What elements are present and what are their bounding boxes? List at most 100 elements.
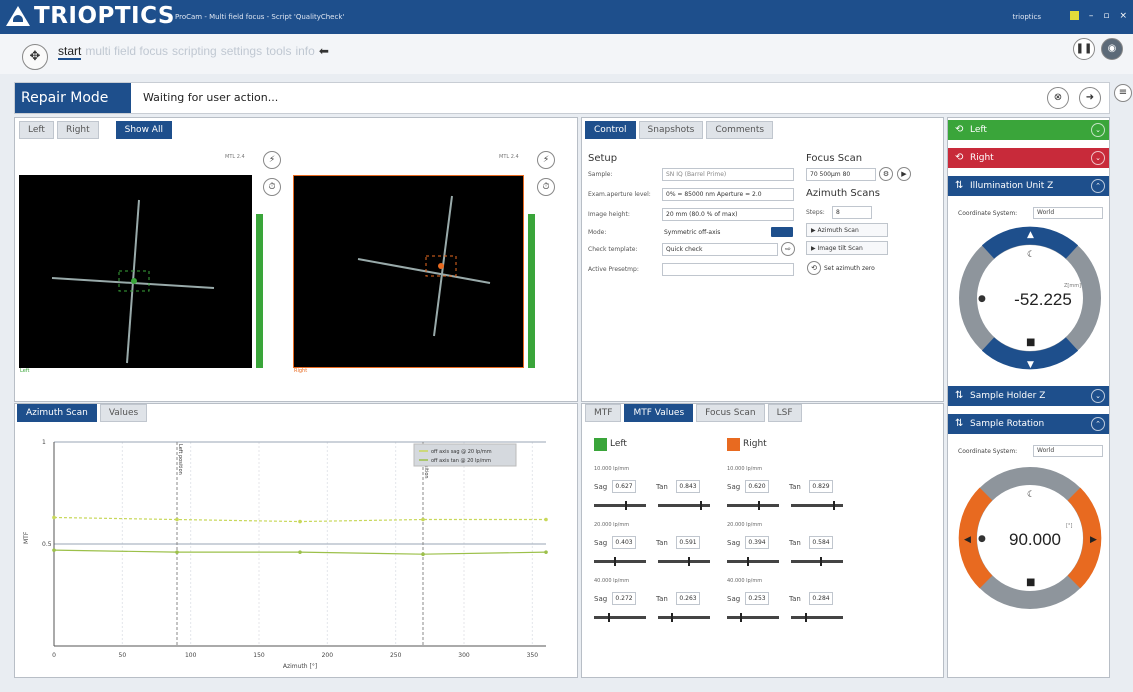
focus-play-icon[interactable]: ▶ bbox=[897, 167, 911, 181]
slider-handle[interactable] bbox=[671, 613, 673, 622]
left-sag-value[interactable]: 0.272 bbox=[612, 592, 636, 605]
set-azimuth-zero-label[interactable]: Set azimuth zero bbox=[824, 265, 875, 272]
slider-handle[interactable] bbox=[747, 557, 749, 566]
left-sag-value[interactable]: 0.403 bbox=[612, 536, 636, 549]
chevron-up-icon[interactable]: ⌃ bbox=[1091, 417, 1105, 431]
left-sag-slider[interactable] bbox=[594, 501, 646, 510]
coordinate-system-select[interactable]: World bbox=[1033, 207, 1103, 219]
template-go-button[interactable]: ⇨ bbox=[781, 242, 795, 256]
back-icon[interactable]: ⬅ bbox=[318, 44, 329, 58]
illumination-unit-header[interactable]: ⇅ Illumination Unit Z ⌃ bbox=[948, 176, 1109, 196]
tab-right[interactable]: Right bbox=[56, 121, 99, 139]
slider-handle[interactable] bbox=[614, 557, 616, 566]
right-sag-value[interactable]: 0.253 bbox=[745, 592, 769, 605]
continue-button[interactable]: ➜ bbox=[1079, 87, 1101, 109]
right-sag-value[interactable]: 0.620 bbox=[745, 480, 769, 493]
slider-handle[interactable] bbox=[625, 501, 627, 510]
image-tilt-scan-button[interactable]: ▶ Image tilt Scan bbox=[806, 241, 888, 255]
tab-snapshots[interactable]: Snapshots bbox=[638, 121, 704, 139]
mode-toggle[interactable] bbox=[771, 227, 793, 237]
camera-button[interactable]: ◉ bbox=[1101, 38, 1123, 60]
chevron-down-icon[interactable]: ⌄ bbox=[1091, 151, 1105, 165]
left-camera-view[interactable] bbox=[19, 175, 252, 368]
tab-azimuth-scan[interactable]: Azimuth Scan bbox=[17, 404, 97, 422]
tab-multi-field-focus[interactable]: multi field focus bbox=[85, 44, 169, 58]
chevron-up-icon[interactable]: ⌃ bbox=[1091, 179, 1105, 193]
active-presetmp-select[interactable] bbox=[662, 263, 794, 276]
tab-show-all[interactable]: Show All bbox=[115, 121, 172, 139]
tab-lsf[interactable]: LSF bbox=[767, 404, 802, 422]
minimize-icon[interactable]: – bbox=[1088, 11, 1094, 21]
left-sag-value[interactable]: 0.627 bbox=[612, 480, 636, 493]
left-sag-slider[interactable] bbox=[594, 613, 646, 622]
left-tan-slider[interactable] bbox=[658, 613, 710, 622]
aperture-select[interactable]: 0% = 85000 nm Aperture = 2.0 bbox=[662, 188, 794, 201]
right-tan-value[interactable]: 0.584 bbox=[809, 536, 833, 549]
right-tan-value[interactable]: 0.284 bbox=[809, 592, 833, 605]
chevron-down-icon[interactable]: ⌄ bbox=[1091, 123, 1105, 137]
right-sag-slider[interactable] bbox=[727, 613, 779, 622]
side-menu-button[interactable]: ≡ bbox=[1114, 84, 1132, 102]
azimuth-scan-button[interactable]: ▶ Azimuth Scan bbox=[806, 223, 888, 237]
tab-focus-scan[interactable]: Focus Scan bbox=[696, 404, 765, 422]
left-tan-value[interactable]: 0.591 bbox=[676, 536, 700, 549]
left-tan-value[interactable]: 0.843 bbox=[676, 480, 700, 493]
cancel-button[interactable]: ⊗ bbox=[1047, 87, 1069, 109]
nav-actions: ❚❚ ◉ bbox=[1073, 38, 1123, 60]
tab-control[interactable]: Control bbox=[585, 121, 636, 139]
left-sag-slider[interactable] bbox=[594, 557, 646, 566]
restore-icon[interactable]: ▫ bbox=[1103, 11, 1110, 21]
tab-mtf-values[interactable]: MTF Values bbox=[624, 404, 694, 422]
close-icon[interactable]: × bbox=[1119, 11, 1127, 21]
left-tan-value[interactable]: 0.263 bbox=[676, 592, 700, 605]
right-tan-slider[interactable] bbox=[791, 557, 843, 566]
left-timer-icon[interactable]: ⏱ bbox=[263, 178, 281, 196]
navigation-menu-button[interactable]: ✥ bbox=[22, 44, 48, 70]
sample-rotation-header[interactable]: ⇅ Sample Rotation ⌃ bbox=[948, 414, 1109, 434]
data-point bbox=[298, 550, 302, 554]
image-height-select[interactable]: 20 mm (80.0 % of max) bbox=[662, 208, 794, 221]
pause-button[interactable]: ❚❚ bbox=[1073, 38, 1095, 60]
sample-field[interactable]: SN IQ (Barrel Prime) bbox=[662, 168, 794, 181]
tab-comments[interactable]: Comments bbox=[706, 121, 774, 139]
right-flash-icon[interactable]: ⚡ bbox=[537, 151, 555, 169]
steps-field[interactable]: 8 bbox=[832, 206, 872, 219]
left-axis-header[interactable]: ⟲ Left ⌄ bbox=[948, 120, 1109, 140]
slider-handle[interactable] bbox=[758, 501, 760, 510]
right-axis-header[interactable]: ⟲ Right ⌄ bbox=[948, 148, 1109, 168]
tab-info[interactable]: info bbox=[295, 44, 315, 58]
right-tan-value[interactable]: 0.829 bbox=[809, 480, 833, 493]
tab-settings[interactable]: settings bbox=[220, 44, 263, 58]
tab-values[interactable]: Values bbox=[99, 404, 148, 422]
right-sag-slider[interactable] bbox=[727, 501, 779, 510]
right-sag-value[interactable]: 0.394 bbox=[745, 536, 769, 549]
left-flash-icon[interactable]: ⚡ bbox=[263, 151, 281, 169]
coordinate-system-select-2[interactable]: World bbox=[1033, 445, 1103, 457]
slider-handle[interactable] bbox=[805, 613, 807, 622]
slider-handle[interactable] bbox=[820, 557, 822, 566]
right-tan-slider[interactable] bbox=[791, 501, 843, 510]
slider-handle[interactable] bbox=[688, 557, 690, 566]
slider-handle[interactable] bbox=[833, 501, 835, 510]
tab-tools[interactable]: tools bbox=[266, 44, 292, 58]
tab-start[interactable]: start bbox=[58, 44, 82, 60]
tab-left[interactable]: Left bbox=[19, 121, 54, 139]
user-name[interactable]: trioptics bbox=[1012, 13, 1041, 21]
focus-settings-icon[interactable]: ⚙ bbox=[879, 167, 893, 181]
right-timer-icon[interactable]: ⏱ bbox=[537, 178, 555, 196]
right-tan-slider[interactable] bbox=[791, 613, 843, 622]
left-tan-slider[interactable] bbox=[658, 557, 710, 566]
right-camera-view[interactable] bbox=[293, 175, 524, 368]
chevron-down-icon[interactable]: ⌄ bbox=[1091, 389, 1105, 403]
slider-handle[interactable] bbox=[608, 613, 610, 622]
tab-mtf[interactable]: MTF bbox=[585, 404, 622, 422]
set-azimuth-zero-icon[interactable]: ⟲ bbox=[807, 261, 821, 275]
tab-scripting[interactable]: scripting bbox=[172, 44, 217, 58]
slider-handle[interactable] bbox=[740, 613, 742, 622]
focus-scan-select[interactable]: 70 500µm 80 bbox=[806, 168, 876, 181]
check-template-select[interactable]: Quick check bbox=[662, 243, 778, 256]
sample-holder-header[interactable]: ⇅ Sample Holder Z ⌄ bbox=[948, 386, 1109, 406]
left-tan-slider[interactable] bbox=[658, 501, 710, 510]
right-sag-slider[interactable] bbox=[727, 557, 779, 566]
slider-handle[interactable] bbox=[700, 501, 702, 510]
